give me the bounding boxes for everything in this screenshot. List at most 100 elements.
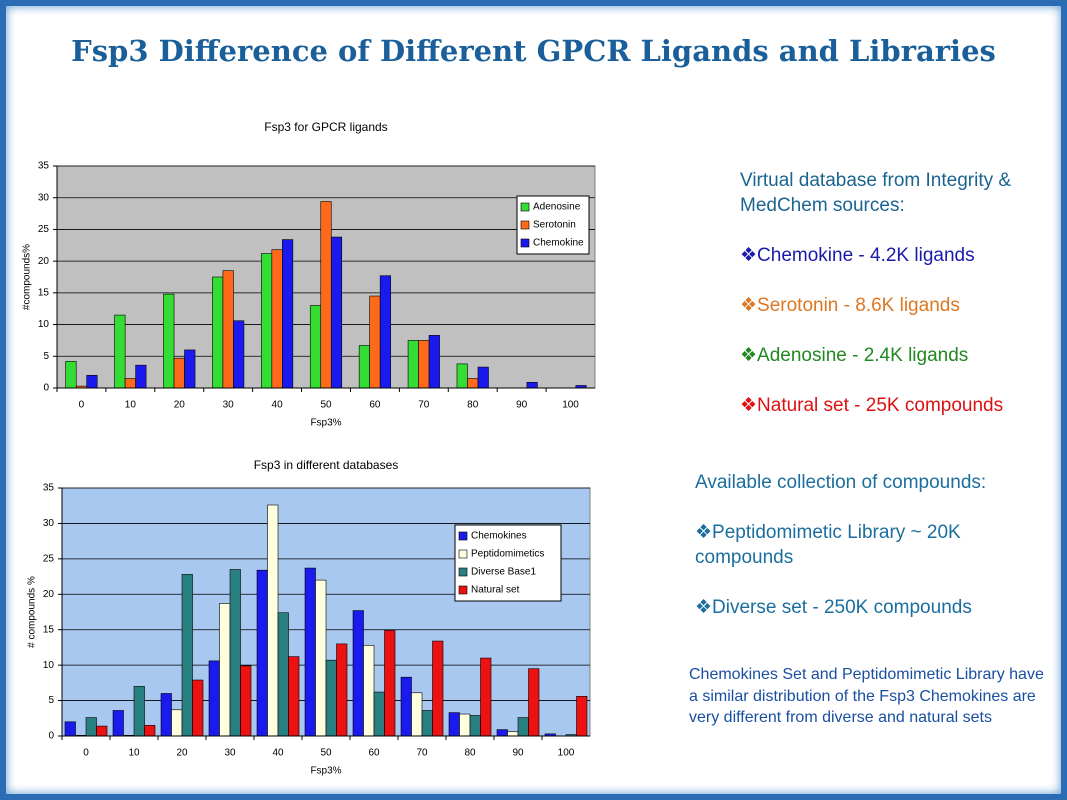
x-tick-label: 40 [272,748,284,759]
y-tick-label: 5 [43,351,49,362]
x-tick-label: 80 [464,748,476,759]
note: Chemokines Set and Peptidomimetic Librar… [689,666,1044,726]
x-tick-label: 70 [416,748,428,759]
x-tick-label: 60 [369,400,381,411]
bar [309,305,322,389]
bar [507,731,519,737]
y-tick-label: 15 [38,287,50,298]
bar [428,335,440,389]
y-tick-label: 25 [43,553,55,564]
bar [171,709,183,737]
bar [267,504,279,737]
bar [459,713,471,737]
x-tick-label: 20 [176,748,188,759]
x-tick-label: 0 [83,748,89,759]
y-tick-label: 10 [43,660,55,671]
panel-heading: Virtual database from Integrity & MedChe… [740,170,1012,216]
bar [112,710,124,737]
bar [181,574,193,737]
y-axis-label: # compounds % [27,576,38,648]
bar [64,721,76,737]
bar [114,314,126,389]
bar [288,656,300,737]
bar [256,569,268,737]
bar [208,660,220,737]
bar [496,729,508,737]
bar [271,249,283,389]
y-tick-label: 20 [38,256,50,267]
panel-item: ❖Serotonin - 8.6K ligands [740,295,960,316]
y-tick-label: 5 [48,695,54,706]
x-tick-label: 90 [512,748,524,759]
bar [160,693,172,737]
x-tick-label: 100 [558,748,575,759]
legend-label: Serotonin [533,220,576,231]
bar [163,293,175,389]
legend-label: Chemokines [471,531,527,542]
bar [192,679,204,737]
legend-swatch [520,238,530,248]
bar [229,569,241,737]
x-tick-label: 50 [320,748,332,759]
y-tick-label: 30 [38,192,50,203]
x-tick-label: 60 [368,748,380,759]
x-axis-label: Fsp3% [310,766,341,777]
y-tick-label: 20 [43,589,55,600]
bar [456,363,468,389]
bar [369,295,381,389]
bar [469,715,481,737]
legend-swatch [520,202,530,212]
bar [400,676,412,737]
panel-heading: Available collection of compounds: [695,472,987,493]
panel-item: ❖Natural set - 25K compounds [740,395,1004,416]
bar [384,630,396,737]
panel-item: ❖Diverse set - 250K compounds [695,597,972,618]
legend-label: Natural set [471,585,520,596]
bar [373,691,385,737]
x-tick-label: 100 [562,400,579,411]
bar [480,657,492,737]
legend-box [454,524,562,602]
slide-title: Fsp3 Difference of Different GPCR Ligand… [71,34,996,68]
bar [135,364,147,389]
x-tick-label: 70 [418,400,430,411]
bar [411,692,423,737]
legend-swatch [458,531,468,541]
bar [222,270,234,389]
bar [85,717,97,737]
panel-item: ❖Peptidomimetic Library ~ 20K compounds [695,522,961,568]
bar [219,603,231,737]
x-tick-label: 80 [467,400,479,411]
bar [352,610,364,737]
x-axis-label: Fsp3% [310,418,341,429]
y-tick-label: 35 [43,483,55,494]
panel-item: ❖Chemokine - 4.2K ligands [740,245,975,266]
x-tick-label: 50 [320,400,332,411]
bar [86,375,98,389]
bar [448,712,460,737]
info-panel: Virtual database from Integrity & MedChe… [740,168,1060,418]
bar [96,725,108,737]
y-tick-label: 0 [43,383,49,394]
chart-title: Fsp3 in different databases [254,458,399,472]
bar [65,361,77,389]
bar [330,236,343,389]
y-tick-label: 25 [38,224,50,235]
collection-panel: Available collection of compounds: ❖Pept… [695,470,1055,620]
bar [282,239,294,389]
bar [407,340,419,389]
bar [467,378,479,389]
legend-swatch [520,220,530,230]
legend-swatch [458,549,468,559]
x-tick-label: 20 [174,400,186,411]
x-tick-label: 40 [272,400,284,411]
bar [133,686,145,737]
x-tick-label: 90 [516,400,528,411]
bar [358,345,370,389]
bar [233,320,245,389]
bar [212,276,224,389]
legend-swatch [458,567,468,577]
chart-title: Fsp3 for GPCR ligands [264,120,387,134]
x-tick-label: 30 [224,748,236,759]
legend-label: Peptidomimetics [471,549,544,560]
